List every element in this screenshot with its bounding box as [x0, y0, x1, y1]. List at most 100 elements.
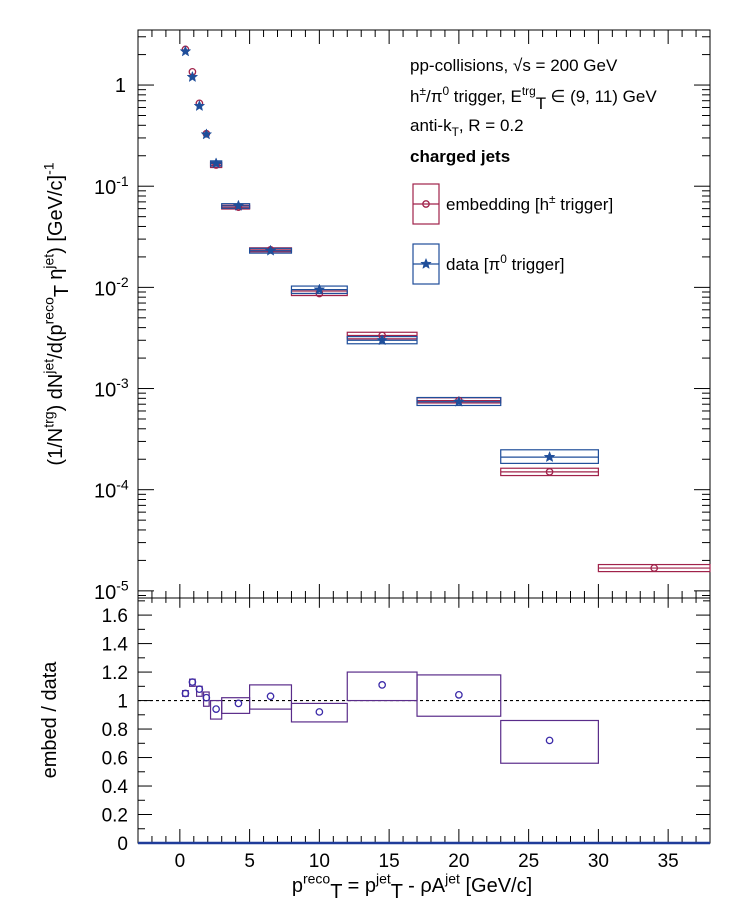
annotation-line2-part: T [536, 94, 546, 113]
data-point [179, 45, 192, 57]
x-axis-label-part: - ρA [403, 875, 446, 897]
ratio-y-tick-label: 1.6 [102, 606, 128, 627]
x-axis-label-part: T [330, 881, 342, 903]
y-tick-label: 10-5 [94, 577, 129, 603]
legend-data-label-part: data [π [446, 255, 500, 274]
annotation-line1: pp-collisions, √s = 200 GeV [410, 56, 618, 75]
y-tick-label-part: 10 [94, 481, 116, 503]
legend-embedding-label: embedding [h± trigger] [446, 192, 613, 214]
annotation-line2-part: ± [419, 84, 426, 98]
ratio-point [315, 708, 324, 716]
x-axis-label-part: reco [303, 871, 330, 887]
ratio-y-tick-label: 0.4 [102, 777, 129, 798]
ratio-point [202, 693, 211, 702]
data-point [543, 450, 556, 463]
legend-data-marker [420, 257, 432, 269]
y-axis-label-part: jet [41, 359, 57, 375]
y-tick-label: 10-2 [94, 274, 129, 300]
ratio-point [188, 678, 197, 686]
x-tick-label: 30 [588, 851, 609, 872]
ratio-y-tick-label: 1.2 [102, 663, 128, 684]
ratio-point [212, 705, 220, 713]
ratio-point [181, 689, 190, 698]
y-axis-label-part: (1/N [45, 428, 67, 466]
x-tick-label: 20 [448, 851, 469, 872]
y-tick-label: 10-1 [94, 173, 129, 199]
y-tick-label-part: 10 [94, 582, 116, 604]
x-tick-label: 25 [518, 851, 539, 872]
x-axis-label-part: T [391, 881, 403, 903]
legend-embedding-label-part: ± [549, 192, 556, 206]
y-axis-label-part: -1 [41, 162, 57, 175]
ratio-sys-box [416, 674, 502, 717]
annotation-line3-part: T [452, 125, 459, 139]
legend-data-label-part: trigger] [507, 255, 565, 274]
annotation-line3-part: anti-k [410, 116, 452, 135]
x-axis-label-part: = p [342, 875, 376, 897]
ratio-point [266, 692, 275, 701]
ratio-sys-box [249, 684, 293, 710]
legend-embedding-marker [422, 200, 430, 208]
x-tick-label: 10 [309, 851, 330, 872]
ratio-y-tick-label: 0.6 [102, 749, 128, 770]
y-axis-label-part: ) dN [45, 374, 67, 412]
x-axis-label-part: jet [444, 871, 460, 887]
y-axis-label-part: jet [41, 254, 57, 270]
y-tick-label-part: -1 [116, 173, 129, 189]
ratio-y-tick-label: 0.2 [102, 806, 128, 827]
y-axis-label-part: η [45, 269, 67, 286]
y-tick-label-part: -4 [116, 476, 129, 492]
data-point [186, 70, 199, 83]
main-panel: 110-110-210-310-410-5 [94, 29, 711, 604]
legend-data-label-part: 0 [500, 252, 507, 266]
data-point [193, 99, 206, 112]
data-point [313, 283, 326, 295]
annotation-line2-part: trg [522, 84, 536, 98]
y-tick-label-part: 10 [94, 177, 116, 199]
annotation-line2: h±/π0 trigger, EtrgT ∈ (9, 11) GeV [410, 84, 657, 113]
y-tick-label: 10-4 [94, 476, 129, 502]
ratio-point [545, 736, 554, 745]
annotation-line2-part: h [410, 87, 419, 106]
data-point [452, 395, 465, 407]
ratio-y-tick-label: 0.8 [102, 720, 128, 741]
y-axis-label-part: ) [GeV/c] [45, 175, 67, 254]
ratio-point [195, 685, 204, 694]
y-axis-label-part: reco [41, 297, 57, 324]
y-tick-label: 1 [115, 75, 126, 97]
y-tick-label-part: -5 [116, 577, 129, 593]
y-axis-label: (1/Ntrg) dNjet/d(precoT ηjet) [GeV/c]-1 [41, 162, 73, 465]
y-tick-label-part: -2 [116, 274, 129, 290]
data-point [232, 199, 245, 211]
y-tick-label-part: -3 [116, 375, 129, 391]
data-point [376, 334, 389, 346]
ratio-point [378, 681, 386, 689]
ratio-point [234, 699, 243, 708]
annotation-line2-part: /π [426, 87, 442, 106]
y-axis-label-part: /d(p [45, 324, 67, 358]
x-tick-label: 0 [175, 851, 186, 872]
x-tick-label: 35 [658, 851, 679, 872]
x-axis-label-part: p [292, 875, 303, 897]
ratio-sys-box [500, 719, 599, 764]
y-axis-label-part: trg [41, 411, 57, 427]
data-point [264, 244, 277, 256]
data-point [200, 128, 213, 140]
legend-data-label: data [π0 trigger] [446, 252, 565, 274]
annotation-line2-part: ∈ (9, 11) GeV [546, 87, 658, 106]
y-axis-label-part: T [51, 285, 73, 297]
y-tick-label-part: 10 [94, 278, 116, 300]
x-tick-label: 5 [244, 851, 255, 872]
annotation-line2-part: 0 [442, 84, 449, 98]
ratio-y-tick-label: 1.4 [102, 635, 129, 656]
y-tick-label: 10-3 [94, 375, 129, 401]
annotation-line4: charged jets [410, 147, 510, 166]
ratio-y-axis-label: embed / data [39, 661, 61, 779]
x-axis-label-part: jet [375, 871, 391, 887]
x-axis-label-part: [GeV/c] [460, 875, 532, 897]
embedding-point [545, 468, 554, 476]
y-tick-label-part: 10 [94, 380, 116, 402]
